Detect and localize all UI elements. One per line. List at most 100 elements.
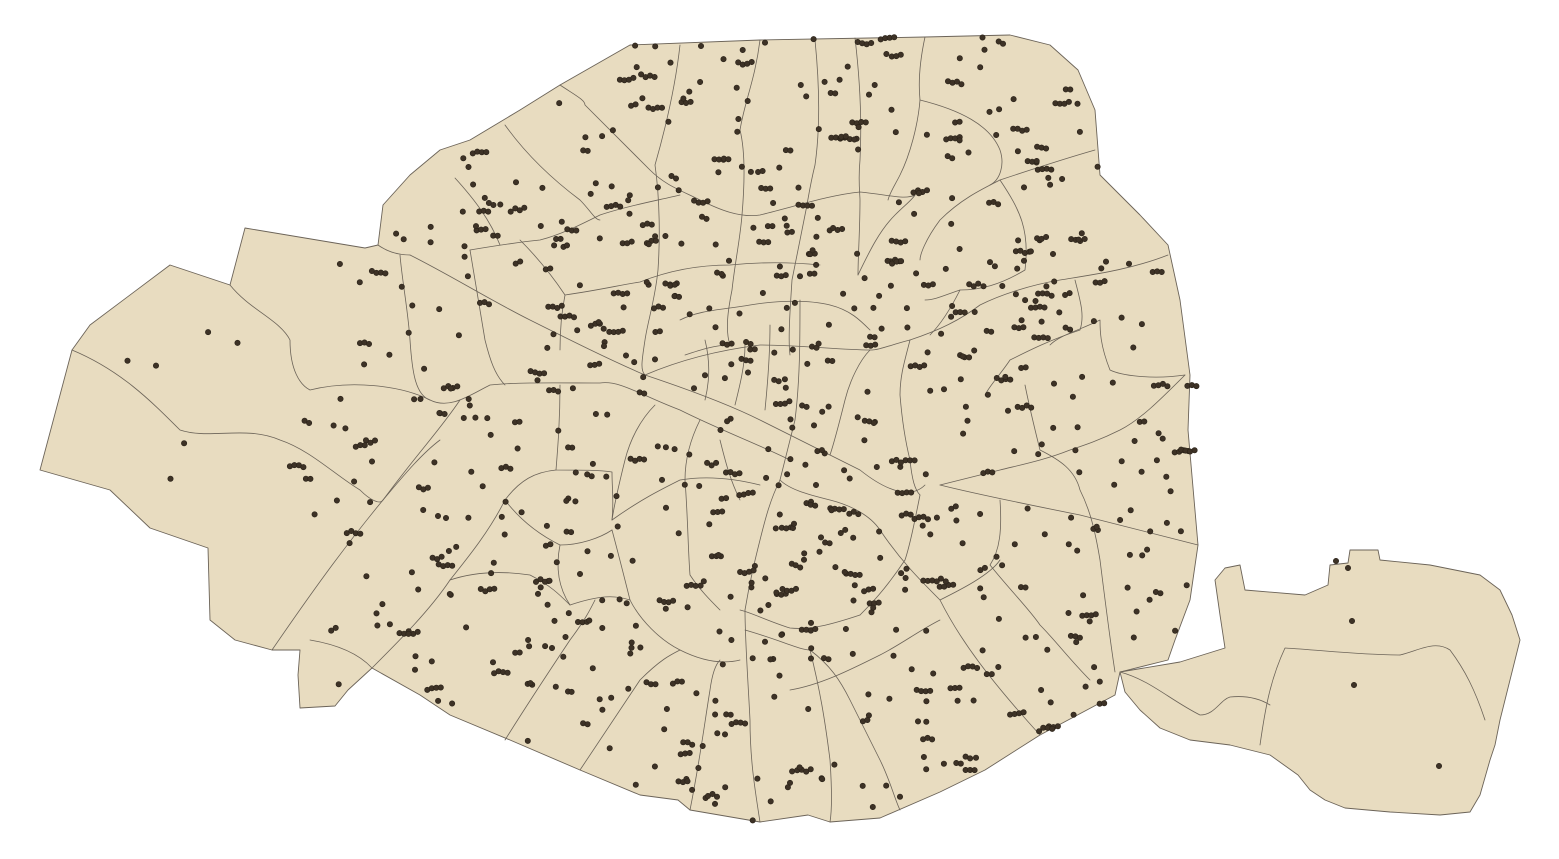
- map-point: [712, 697, 719, 704]
- map-point: [662, 504, 669, 511]
- map-point: [1070, 711, 1077, 718]
- map-point: [967, 755, 974, 762]
- map-point: [803, 403, 810, 410]
- map-point: [819, 408, 826, 415]
- map-point: [454, 383, 461, 390]
- map-point: [923, 718, 930, 725]
- map-point: [386, 351, 393, 358]
- map-point: [1153, 457, 1160, 464]
- map-point: [441, 410, 448, 417]
- map-point: [1048, 292, 1055, 299]
- map-point: [784, 471, 791, 478]
- map-point: [417, 395, 424, 402]
- map-point: [596, 235, 603, 242]
- map-point: [558, 218, 565, 225]
- map-point: [864, 716, 871, 723]
- map-point: [619, 327, 626, 334]
- map-point: [371, 437, 378, 444]
- map-point: [1038, 441, 1045, 448]
- map-point: [638, 71, 645, 78]
- map-point: [1345, 564, 1352, 571]
- map-point: [622, 352, 629, 359]
- map-point: [812, 625, 819, 632]
- map-point: [1147, 528, 1154, 535]
- map-point: [1193, 383, 1200, 390]
- map-point: [485, 208, 492, 215]
- map-point: [739, 46, 746, 53]
- map-point: [393, 230, 400, 237]
- map-point: [463, 624, 470, 631]
- map-point: [167, 475, 174, 482]
- map-point: [907, 511, 914, 518]
- map-point: [631, 359, 638, 366]
- map-point: [709, 790, 716, 797]
- map-point: [829, 357, 836, 364]
- map-point: [568, 688, 575, 695]
- map-point: [555, 388, 562, 395]
- map-point: [988, 671, 995, 678]
- map-point: [600, 325, 607, 332]
- map-point: [771, 349, 778, 356]
- map-point: [692, 582, 699, 589]
- map-point: [697, 79, 704, 86]
- map-point: [802, 461, 809, 468]
- map-point: [1043, 145, 1050, 152]
- map-point: [986, 108, 993, 115]
- map-point: [713, 793, 720, 800]
- map-point: [570, 314, 577, 321]
- map-point: [537, 223, 544, 230]
- map-point: [357, 530, 364, 537]
- map-point: [680, 95, 687, 102]
- map-point: [398, 283, 405, 290]
- map-point: [595, 319, 602, 326]
- map-point: [205, 329, 212, 336]
- map-point: [1069, 393, 1076, 400]
- map-point: [1020, 257, 1027, 264]
- map-point: [586, 617, 593, 624]
- map-point: [1351, 681, 1358, 688]
- map-point: [668, 173, 675, 180]
- map-point: [671, 446, 678, 453]
- map-point: [584, 548, 591, 555]
- map-point: [613, 493, 620, 500]
- map-point: [614, 523, 621, 530]
- map-point: [1079, 373, 1086, 380]
- map-point: [632, 622, 639, 629]
- map-point: [1117, 516, 1124, 523]
- map-point: [501, 531, 508, 538]
- points-layer: [124, 34, 1443, 824]
- map-point: [950, 581, 957, 588]
- map-point: [902, 574, 909, 581]
- map-point: [1035, 451, 1042, 458]
- map-point: [346, 540, 353, 547]
- map-point: [807, 766, 814, 773]
- map-point: [958, 81, 965, 88]
- map-point: [124, 357, 131, 364]
- map-point: [923, 627, 930, 634]
- map-point: [923, 766, 930, 773]
- map-point: [569, 385, 576, 392]
- map-point: [1011, 541, 1018, 548]
- map-point: [782, 272, 789, 279]
- map-point: [803, 93, 810, 100]
- map-point: [836, 76, 843, 83]
- map-point: [628, 639, 635, 646]
- map-point: [1074, 424, 1081, 431]
- map-point: [883, 782, 890, 789]
- map-point: [562, 633, 569, 640]
- map-point: [908, 666, 915, 673]
- map-point: [497, 201, 504, 208]
- map-point: [686, 451, 693, 458]
- map-point: [1126, 260, 1133, 267]
- map-point: [865, 691, 872, 698]
- map-point: [1157, 590, 1164, 597]
- map-point: [776, 511, 783, 518]
- map-point: [748, 58, 755, 65]
- map-point: [747, 357, 754, 364]
- map-point: [1051, 278, 1058, 285]
- map-point: [1022, 297, 1029, 304]
- map-point: [662, 444, 669, 451]
- map-point: [841, 467, 848, 474]
- map-point: [929, 281, 936, 288]
- map-point: [472, 223, 479, 230]
